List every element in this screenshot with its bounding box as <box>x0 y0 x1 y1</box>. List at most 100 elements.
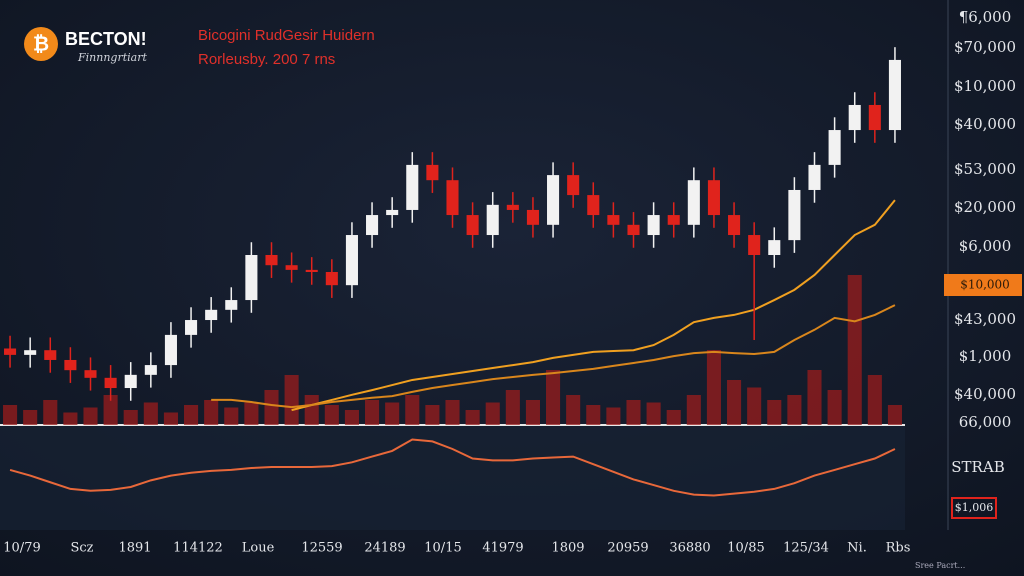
y-axis-label: $70,000 <box>954 38 1016 56</box>
volume-bar <box>365 400 380 425</box>
volume-bar <box>244 402 259 425</box>
volume-bar <box>3 405 18 425</box>
candle-body <box>225 300 238 310</box>
x-axis-label: 24189 <box>364 541 405 556</box>
volume-bar <box>465 410 480 425</box>
volume-bar <box>43 400 58 425</box>
chart-subtitle: Rorleusby. 200 7 rns <box>198 51 335 68</box>
x-axis-label: 41979 <box>482 541 523 556</box>
candle-body <box>848 104 861 131</box>
candle-body <box>667 215 680 225</box>
volume-bar <box>485 402 500 425</box>
chart-title: Bicogini RudGesir Huidern <box>198 27 375 44</box>
candle-body <box>245 255 258 301</box>
y-axis-label: $10,000 <box>960 278 1010 292</box>
osc-badge <box>951 497 997 519</box>
candle-body <box>164 334 177 366</box>
x-axis-label: 36880 <box>669 541 710 556</box>
candle-body <box>446 180 459 216</box>
y-axis-label: $53,000 <box>954 160 1016 178</box>
candle-body <box>426 164 439 181</box>
volume-bar <box>204 400 219 425</box>
candle-body <box>788 189 801 241</box>
footnote: Sree Pacrt... <box>915 561 965 570</box>
volume-bar <box>747 387 762 425</box>
volume-bar <box>525 400 540 425</box>
candle-body <box>345 235 358 286</box>
volume-bar <box>767 400 782 425</box>
x-axis-label: 20959 <box>607 541 648 556</box>
x-axis-label: 1809 <box>551 541 584 556</box>
candle-body <box>486 204 499 236</box>
candle-body <box>124 374 137 389</box>
volume-bar <box>425 405 440 425</box>
candle-body <box>526 209 539 225</box>
candle-body <box>84 370 97 378</box>
candle-body <box>647 215 660 236</box>
candle-body <box>728 215 741 236</box>
logo <box>24 27 58 61</box>
volume-bar <box>586 405 601 425</box>
candle-body <box>768 240 781 255</box>
volume-bar <box>184 405 199 425</box>
candle-body <box>285 265 298 270</box>
oscillator-line <box>9 438 896 497</box>
volume-bar <box>727 380 742 425</box>
volume-bar <box>546 370 561 425</box>
moving-average <box>291 199 896 412</box>
candle-body <box>547 175 560 225</box>
volume-bar <box>606 407 621 425</box>
volume-bar <box>445 400 460 425</box>
volume-bar <box>264 390 279 425</box>
logo-symbol: ₿ <box>33 33 49 55</box>
price-badge <box>944 274 1022 296</box>
candle-body <box>567 175 580 196</box>
volume-bar <box>324 405 339 425</box>
candle-body <box>64 359 77 371</box>
volume-bar <box>284 375 299 425</box>
y-axis-label: $10,000 <box>954 77 1016 95</box>
volume-bar <box>405 395 420 425</box>
candle-body <box>888 59 901 131</box>
volume-bar <box>103 395 118 425</box>
candle-body <box>506 204 519 210</box>
y-axis-label: $40,000 <box>954 115 1016 133</box>
candle-body <box>185 320 198 335</box>
candle-body <box>386 209 399 216</box>
x-axis-label: 1891 <box>118 541 151 556</box>
volume-bar <box>163 412 178 425</box>
y-axis-label: $1,006 <box>955 501 994 514</box>
y-axis-label: $6,000 <box>959 237 1012 255</box>
volume-bar <box>646 402 661 425</box>
volume-bar <box>83 407 98 425</box>
volume-bar <box>626 400 641 425</box>
volume-bar <box>23 410 38 425</box>
volume-bar <box>344 410 359 425</box>
volume-bar <box>787 395 802 425</box>
candle-body <box>24 350 37 355</box>
x-axis-label: 10/85 <box>727 541 764 556</box>
logo-text: BECTON! <box>65 29 147 49</box>
candle-body <box>104 377 117 389</box>
volume-bar <box>867 375 882 425</box>
volume-bar <box>686 395 701 425</box>
x-axis-label: 114122 <box>173 541 223 556</box>
volume-bar <box>807 370 822 425</box>
volume-bar <box>505 390 520 425</box>
volume-bar <box>847 275 862 425</box>
logo-subtitle: Finnngrtiart <box>77 51 147 64</box>
volume-bar <box>143 402 158 425</box>
candle-body <box>748 235 761 255</box>
x-axis-label: 125/34 <box>783 541 829 556</box>
candle-body <box>466 215 479 236</box>
volume-bar <box>123 410 138 425</box>
candle-body <box>366 215 379 236</box>
volume-bar <box>385 402 400 425</box>
x-axis-label: Ni. <box>847 541 867 556</box>
candle-body <box>144 365 157 375</box>
volume-bar <box>827 390 842 425</box>
y-axis-label: ¶6,000 <box>959 8 1012 26</box>
candle-body <box>265 255 278 266</box>
x-axis-label: 12559 <box>301 541 342 556</box>
